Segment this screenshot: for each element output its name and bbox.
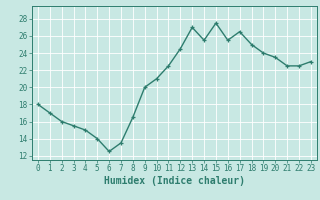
X-axis label: Humidex (Indice chaleur): Humidex (Indice chaleur) [104,176,245,186]
